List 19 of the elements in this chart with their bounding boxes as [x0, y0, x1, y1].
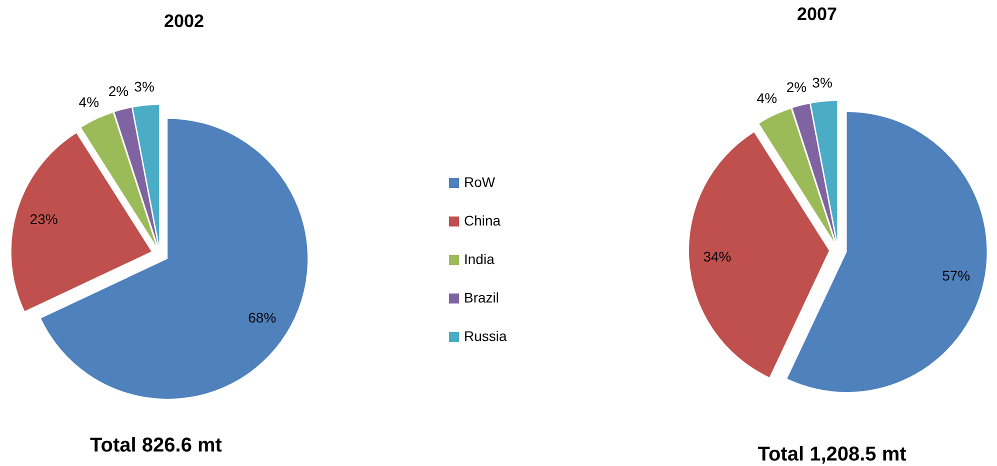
text: Total 826.6 mt — [90, 434, 222, 457]
data-label: 23% — [30, 211, 58, 228]
data-label: 57% — [942, 267, 970, 284]
data-label: 2% — [108, 83, 129, 100]
data-label: 3% — [812, 74, 832, 91]
data-label: 4% — [78, 94, 100, 110]
data-label: 34% — [703, 248, 732, 264]
legend-label: RoW — [464, 174, 496, 190]
data-label: 3% — [134, 78, 154, 95]
legend-label: China — [464, 212, 501, 228]
legend-label: Russia — [464, 328, 508, 344]
slice-label: 2002 — [164, 10, 204, 31]
data-label: 2% — [786, 79, 807, 96]
data-label: 4% — [756, 90, 778, 106]
slice-label: 2007 — [796, 4, 838, 24]
text: Total 1,208.5 mt — [758, 444, 907, 466]
data-label: 68% — [248, 310, 276, 326]
legend-label: Brazil — [464, 289, 500, 306]
legend-label: India — [464, 250, 495, 267]
